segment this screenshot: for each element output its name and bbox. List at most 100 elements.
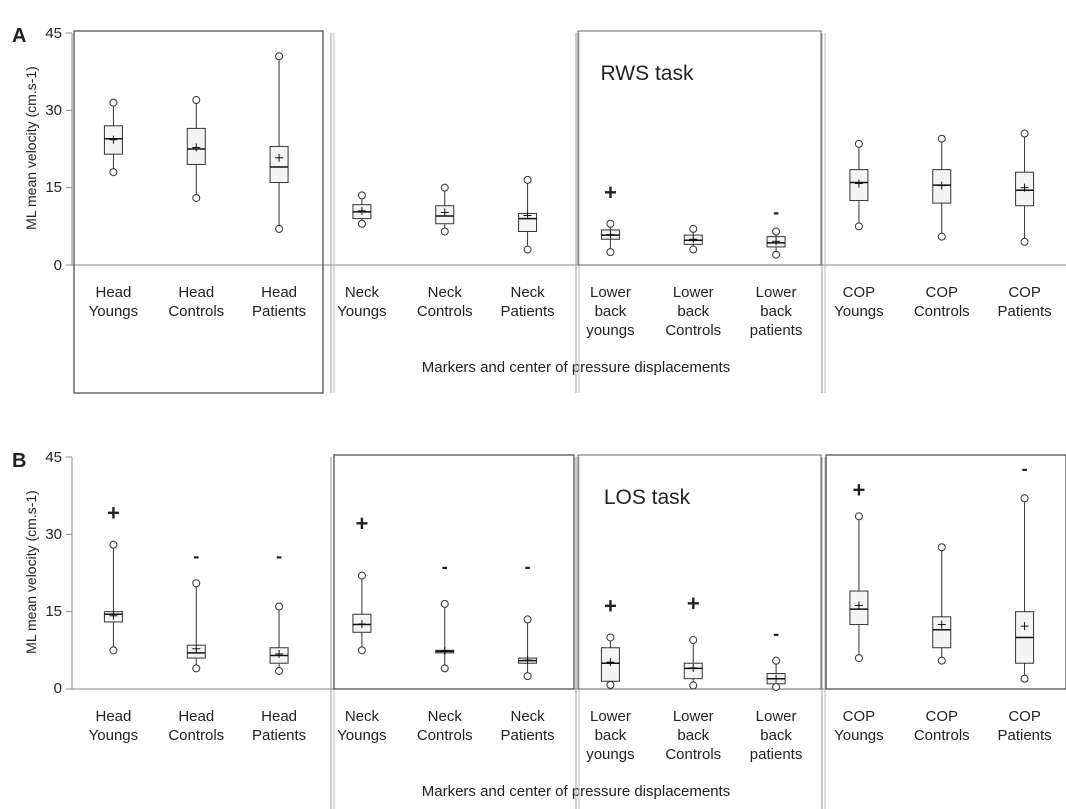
max-point	[1020, 494, 1029, 503]
box-plot-item	[600, 219, 620, 257]
max-point	[440, 183, 449, 192]
panel-label-b: B	[12, 450, 26, 472]
category-label: Patients	[500, 303, 554, 320]
category-label: COP	[1008, 708, 1041, 725]
category-label: back	[595, 303, 627, 320]
min-point	[772, 682, 781, 691]
min-point	[689, 681, 698, 690]
category-label: Head	[178, 284, 214, 301]
category-label: COP	[843, 708, 876, 725]
box-iqr	[269, 145, 289, 184]
panel-a-frame	[66, 30, 1066, 394]
box-plot-item	[186, 579, 206, 673]
category-label: Neck	[345, 284, 380, 301]
min-point	[606, 248, 615, 257]
box-plot-item	[435, 183, 455, 236]
box-plot-item	[932, 134, 952, 241]
panel-b-frame	[66, 454, 1066, 809]
panel-b-category-labels: Head Youngs Head Controls Head Patients Neck Yo…	[89, 708, 1052, 763]
min-point	[357, 646, 366, 655]
category-label: Controls	[417, 727, 473, 744]
significance-marker: -	[773, 202, 779, 222]
box-plot-item	[269, 602, 289, 675]
y-tick-label: 45	[45, 449, 62, 466]
box-plot-item	[849, 512, 869, 663]
y-tick-label: 0	[54, 257, 62, 274]
category-label: Youngs	[337, 727, 387, 744]
category-label: Head	[95, 708, 131, 725]
box-plot-item	[103, 98, 123, 177]
box-plot-item	[1015, 129, 1035, 246]
panel-a: A ML mean velocity (cm.s-1) 0 15 30 45 R…	[12, 25, 1066, 394]
category-label: Youngs	[337, 303, 387, 320]
group-frame-lower-back	[577, 454, 822, 690]
min-point	[440, 664, 449, 673]
min-point	[440, 227, 449, 236]
min-point	[937, 656, 946, 665]
category-label: Youngs	[89, 303, 139, 320]
category-label: Head	[261, 284, 297, 301]
significance-marker: -	[193, 546, 199, 566]
category-label: Neck	[510, 284, 545, 301]
category-label: Lower	[756, 708, 797, 725]
max-point	[357, 571, 366, 580]
category-label: Neck	[428, 284, 463, 301]
significance-marker: -	[1022, 458, 1028, 478]
max-point	[689, 224, 698, 233]
category-label: back	[677, 303, 709, 320]
min-point	[109, 168, 118, 177]
category-label: Lower	[590, 708, 631, 725]
category-label: Lower	[673, 284, 714, 301]
min-point	[854, 222, 863, 231]
box-plot-item	[352, 191, 372, 228]
category-label: Patients	[997, 303, 1051, 320]
significance-marker: +	[107, 501, 120, 526]
box-plot-item	[600, 633, 620, 689]
panel-a-category-labels: Head Youngs Head Controls Head Patients Neck Yo…	[89, 284, 1052, 339]
significance-marker: -	[525, 556, 531, 576]
category-label: back	[760, 727, 792, 744]
category-label: Patients	[997, 727, 1051, 744]
significance-marker: +	[355, 511, 368, 536]
y-axis-label-a: ML mean velocity (cm.s-1)	[23, 66, 39, 230]
category-label: Lower	[673, 708, 714, 725]
min-point	[109, 646, 118, 655]
panel-b: B ML mean velocity (cm.s-1) 0 15 30 45 L…	[12, 449, 1066, 809]
category-label: Head	[261, 708, 297, 725]
category-label: Controls	[914, 303, 970, 320]
max-point	[689, 636, 698, 645]
min-point	[606, 680, 615, 689]
max-point	[854, 139, 863, 148]
category-label: Neck	[510, 708, 545, 725]
category-label: Lower	[756, 284, 797, 301]
box-plot-item	[186, 96, 206, 202]
y-tick-label: 15	[45, 603, 62, 620]
max-point	[772, 656, 781, 665]
max-point	[937, 134, 946, 143]
box-plot-item	[518, 175, 538, 254]
min-point	[1020, 237, 1029, 246]
group-frame-neck	[333, 454, 575, 690]
max-point	[606, 219, 615, 228]
box-plot-item	[1015, 494, 1035, 683]
box-plot-item	[766, 656, 786, 691]
category-label: Controls	[665, 746, 721, 763]
group-frame-head	[73, 30, 324, 394]
max-point	[1020, 129, 1029, 138]
y-axis-label-b: ML mean velocity (cm.s-1)	[23, 490, 39, 654]
group-frame-cop	[825, 454, 1066, 690]
category-label: Controls	[168, 303, 224, 320]
y-tick-label: 30	[45, 526, 62, 543]
min-point	[937, 232, 946, 241]
min-point	[523, 672, 532, 681]
box-plot-item	[518, 615, 538, 681]
significance-marker: -	[276, 546, 282, 566]
category-label: COP	[925, 284, 958, 301]
y-tick-label: 0	[54, 680, 62, 697]
category-label: Neck	[428, 708, 463, 725]
box-plot-item	[766, 227, 786, 259]
box-plot-item	[435, 599, 455, 673]
category-label: Controls	[665, 322, 721, 339]
category-label: patients	[750, 746, 803, 763]
